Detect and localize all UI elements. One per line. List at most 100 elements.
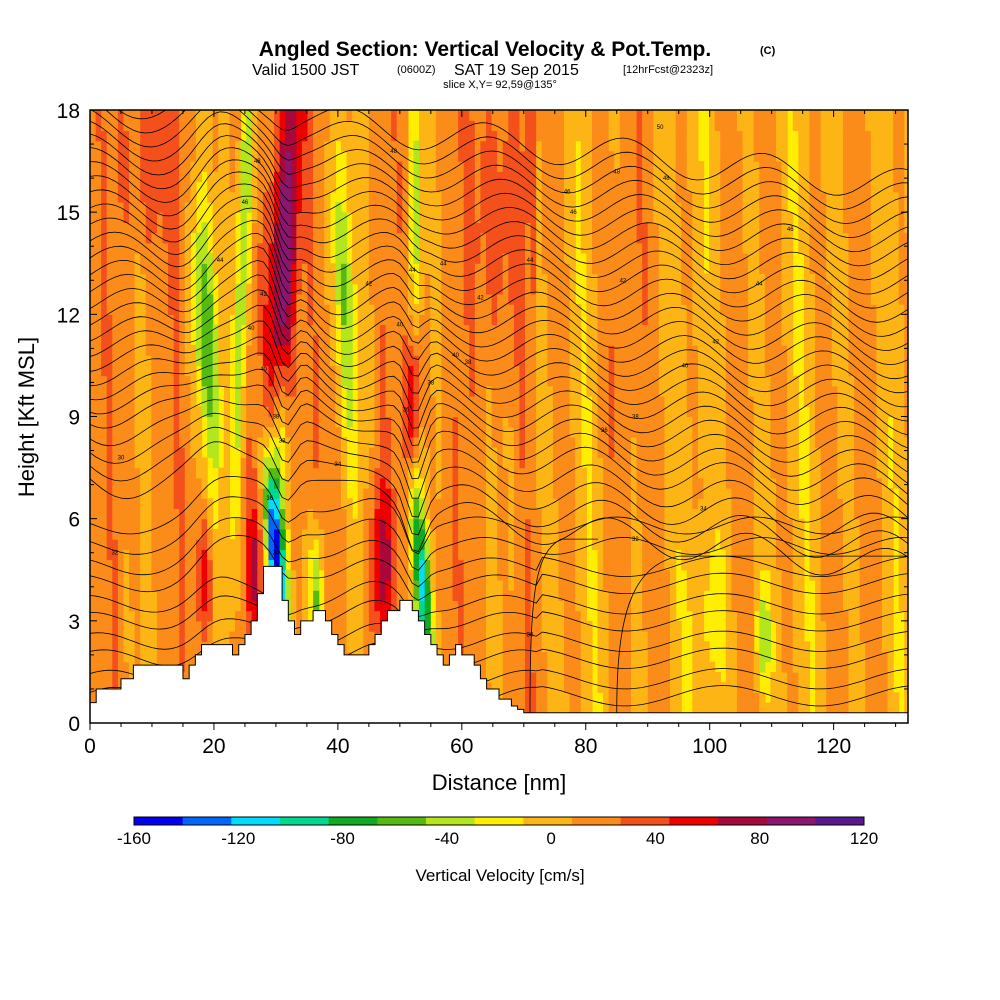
velocity-cell xyxy=(491,161,498,172)
velocity-cell xyxy=(162,130,169,142)
velocity-cell xyxy=(402,201,409,213)
velocity-cell xyxy=(329,508,336,520)
velocity-cell xyxy=(525,365,532,377)
velocity-cell xyxy=(541,355,548,367)
velocity-cell xyxy=(156,488,164,499)
velocity-cell xyxy=(363,375,370,387)
velocity-cell xyxy=(357,539,364,550)
vertical-velocity-field xyxy=(90,110,908,723)
velocity-cell xyxy=(207,528,214,540)
velocity-cell xyxy=(212,600,219,612)
velocity-cell xyxy=(90,426,97,438)
velocity-cell xyxy=(357,641,364,653)
velocity-cell xyxy=(458,181,465,193)
velocity-cell xyxy=(363,344,370,356)
velocity-cell xyxy=(285,569,292,581)
velocity-cell xyxy=(223,528,231,540)
velocity-cell xyxy=(140,375,147,387)
velocity-cell xyxy=(463,212,470,223)
velocity-cell xyxy=(307,355,314,367)
velocity-cell xyxy=(552,263,560,275)
velocity-cell xyxy=(513,600,521,612)
velocity-cell xyxy=(190,406,197,418)
velocity-cell xyxy=(541,610,548,622)
velocity-cell xyxy=(497,467,504,479)
velocity-cell xyxy=(268,161,275,172)
velocity-cell xyxy=(184,651,191,663)
velocity-cell xyxy=(106,171,113,183)
velocity-cell xyxy=(262,150,270,162)
velocity-cell xyxy=(313,426,320,438)
velocity-cell xyxy=(251,477,258,489)
velocity-cell xyxy=(363,324,370,336)
velocity-cell xyxy=(184,130,191,142)
velocity-cell xyxy=(424,600,431,612)
velocity-cell xyxy=(112,120,119,132)
velocity-cell xyxy=(223,620,231,632)
velocity-cell xyxy=(525,569,532,581)
velocity-cell xyxy=(391,600,398,612)
velocity-cell xyxy=(513,549,521,561)
velocity-cell xyxy=(184,191,191,203)
velocity-cell xyxy=(530,661,537,673)
velocity-cell xyxy=(290,293,297,305)
velocity-cell xyxy=(491,610,498,622)
velocity-cell xyxy=(296,498,303,510)
velocity-cell xyxy=(564,528,571,540)
velocity-cell xyxy=(352,263,359,275)
velocity-cell xyxy=(145,355,152,367)
velocity-cell xyxy=(223,150,231,162)
velocity-cell xyxy=(508,498,515,510)
velocity-cell xyxy=(190,631,197,642)
velocity-cell xyxy=(251,426,258,438)
velocity-cell xyxy=(491,334,498,346)
velocity-cell xyxy=(285,488,292,499)
velocity-cell xyxy=(357,120,364,132)
velocity-cell xyxy=(156,110,164,121)
velocity-cell xyxy=(413,488,420,499)
velocity-cell xyxy=(156,334,164,346)
velocity-cell xyxy=(223,181,231,193)
velocity-cell xyxy=(112,436,119,448)
velocity-cell xyxy=(446,385,454,397)
velocity-cell xyxy=(441,467,448,479)
velocity-cell xyxy=(101,436,108,448)
velocity-cell xyxy=(458,253,465,264)
velocity-cell xyxy=(123,365,130,377)
velocity-cell xyxy=(363,457,370,469)
velocity-cell xyxy=(541,181,548,193)
velocity-cell xyxy=(474,559,482,571)
velocity-cell xyxy=(575,426,582,438)
velocity-cell xyxy=(430,631,437,642)
velocity-cell xyxy=(173,641,180,653)
velocity-cell xyxy=(575,661,582,673)
velocity-cell xyxy=(151,396,158,407)
velocity-cell xyxy=(558,324,565,336)
velocity-cell xyxy=(552,334,560,346)
velocity-cell xyxy=(145,528,152,540)
velocity-cell xyxy=(223,385,231,397)
velocity-cell xyxy=(391,242,398,254)
velocity-cell xyxy=(117,283,125,295)
velocity-cell xyxy=(530,212,537,223)
velocity-cell xyxy=(235,385,242,397)
velocity-cell xyxy=(201,344,208,356)
velocity-cell xyxy=(502,498,509,510)
velocity-cell xyxy=(530,150,537,162)
velocity-cell xyxy=(184,671,191,683)
velocity-cell xyxy=(424,488,431,499)
velocity-cell xyxy=(575,365,582,377)
velocity-cell xyxy=(340,467,348,479)
velocity-cell xyxy=(363,498,370,510)
velocity-cell xyxy=(430,559,437,571)
velocity-cell xyxy=(184,590,191,601)
velocity-cell xyxy=(117,314,125,326)
velocity-cell xyxy=(257,283,264,295)
velocity-cell xyxy=(541,549,548,561)
velocity-cell xyxy=(380,528,387,540)
chart-title-suffix: (C) xyxy=(760,45,776,57)
velocity-cell xyxy=(458,385,465,397)
velocity-cell xyxy=(223,191,231,203)
velocity-cell xyxy=(346,150,353,162)
velocity-cell xyxy=(173,447,180,458)
